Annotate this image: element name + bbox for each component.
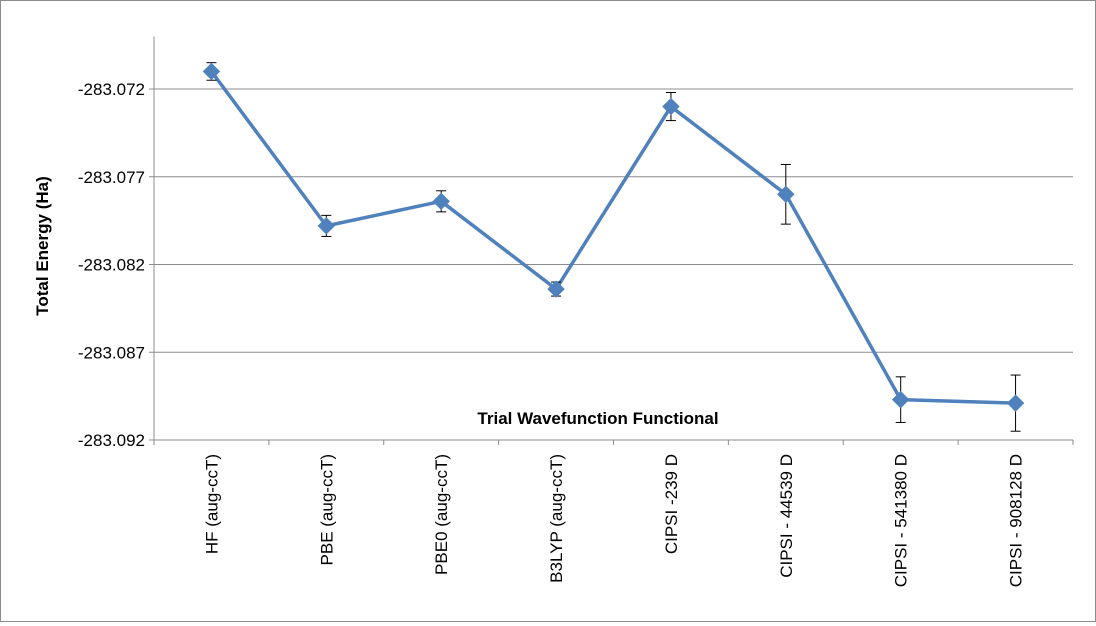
data-point-marker (432, 192, 450, 211)
y-tick-labels: -283.072 -283.077 -283.082 -283.087 -283.092 (78, 80, 154, 450)
y-tick-label: -283.072 (78, 80, 145, 99)
x-tick-label: PBE0 (aug-ccT) (432, 454, 451, 575)
y-tick-label: -283.092 (78, 431, 145, 450)
y-tick-label: -283.077 (78, 168, 145, 187)
data-point-marker (1006, 394, 1025, 412)
x-tick-label: CIPSI -239 D (662, 454, 681, 554)
x-tick-label: B3LYP (aug-ccT) (547, 454, 566, 583)
series-line (210, 70, 1016, 405)
data-point-marker (317, 217, 336, 235)
gridlines (153, 36, 1073, 441)
x-axis-label: Trial Wavefunction Functional (477, 409, 718, 428)
data-point-marker (662, 97, 680, 116)
y-axis-label: Total Energy (Ha) (33, 176, 52, 315)
data-point-marker (547, 280, 565, 298)
x-tick-labels: HF (aug-ccT) PBE (aug-ccT) PBE0 (aug-ccT) B… (153, 440, 1074, 587)
data-point-marker (202, 62, 221, 81)
y-tick-label: -283.087 (78, 343, 145, 362)
series-group (202, 62, 1025, 432)
x-tick-label: CIPSI - 44539 D (777, 454, 796, 578)
x-tick-label: CIPSI - 908128 D (1007, 454, 1026, 587)
y-tick-label: -283.082 (78, 256, 145, 275)
x-tick-label: PBE (aug-ccT) (317, 454, 336, 565)
data-point-marker (891, 390, 910, 409)
data-point-marker (777, 185, 795, 204)
x-tick-label: HF (aug-ccT) (202, 454, 221, 554)
x-tick-label: CIPSI - 541380 D (892, 454, 911, 587)
